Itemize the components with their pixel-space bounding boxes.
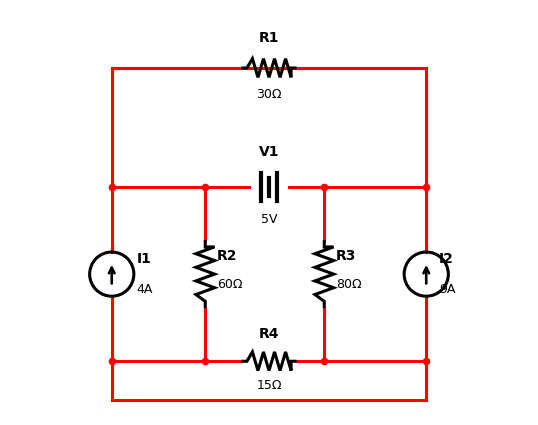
Text: 9A: 9A (439, 283, 455, 296)
Text: 30Ω: 30Ω (256, 88, 282, 102)
Text: R4: R4 (259, 327, 279, 341)
Text: 15Ω: 15Ω (256, 379, 282, 392)
Text: I1: I1 (137, 252, 151, 266)
Text: 80Ω: 80Ω (336, 278, 362, 292)
Text: 5V: 5V (261, 213, 277, 227)
Text: R1: R1 (259, 31, 279, 45)
Text: 4A: 4A (137, 283, 153, 296)
Text: R2: R2 (217, 249, 238, 264)
Text: R3: R3 (336, 249, 357, 264)
Text: I2: I2 (439, 252, 454, 266)
Text: 60Ω: 60Ω (217, 278, 243, 292)
Text: V1: V1 (259, 145, 279, 159)
